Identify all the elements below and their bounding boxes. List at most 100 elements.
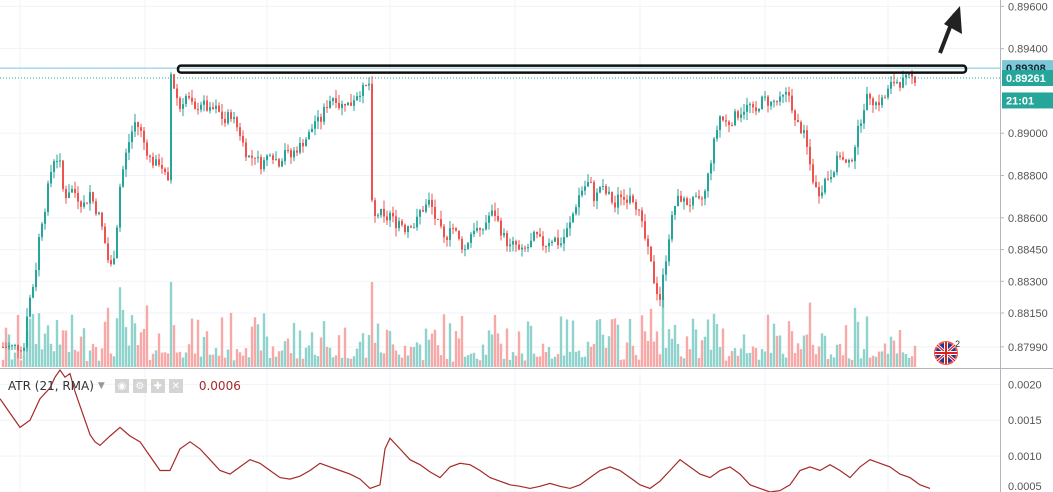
gear-icon[interactable]: ⚙ bbox=[132, 379, 147, 393]
volume-bar bbox=[793, 353, 797, 367]
volume-bar bbox=[412, 347, 416, 367]
drawing-overlay[interactable] bbox=[0, 6, 1000, 79]
candle-body bbox=[659, 294, 661, 300]
volume-bar bbox=[874, 356, 878, 367]
candle-body bbox=[893, 81, 895, 84]
volume-bar bbox=[76, 351, 80, 367]
candle-body bbox=[707, 173, 709, 192]
volume-bar bbox=[214, 347, 218, 367]
price-tick-label: 0.87990 bbox=[1008, 342, 1048, 354]
plus-icon[interactable]: ✚ bbox=[150, 379, 165, 393]
volume-bar bbox=[466, 355, 470, 367]
volume-bar bbox=[13, 352, 17, 367]
candle-body bbox=[806, 130, 808, 147]
volume-bar bbox=[79, 336, 83, 367]
volume-bar bbox=[385, 329, 389, 367]
volume-bar bbox=[868, 357, 872, 367]
volume-bar bbox=[682, 358, 686, 367]
candle-body bbox=[782, 94, 784, 97]
atr-tick-label: 0.0020 bbox=[1008, 379, 1042, 391]
volume-bar bbox=[169, 282, 173, 367]
candle-body bbox=[503, 233, 505, 236]
candle-body bbox=[146, 142, 148, 156]
candle-body bbox=[794, 110, 796, 121]
volume-bar bbox=[853, 307, 857, 367]
candle-body bbox=[356, 96, 358, 101]
candle-body bbox=[548, 242, 550, 247]
volume-bar bbox=[496, 333, 500, 367]
volume-bar bbox=[352, 356, 356, 367]
candle-body bbox=[53, 161, 55, 172]
volume-bar bbox=[88, 350, 92, 367]
volume-bar bbox=[337, 335, 341, 367]
candle-body bbox=[665, 261, 667, 275]
candle-body bbox=[830, 177, 832, 180]
volume-bar bbox=[550, 358, 554, 367]
volume-bar bbox=[463, 356, 467, 367]
volume-bar bbox=[844, 325, 848, 367]
candle-body bbox=[479, 228, 481, 230]
volume-bar bbox=[625, 342, 629, 367]
price-label-bg bbox=[1002, 70, 1053, 87]
candle-body bbox=[134, 122, 136, 132]
candle-body bbox=[668, 239, 670, 262]
volume-bar bbox=[304, 347, 308, 367]
volume-bar bbox=[556, 353, 560, 367]
candle-body bbox=[455, 228, 457, 231]
volume-bar bbox=[895, 353, 899, 367]
volume-bar bbox=[784, 357, 788, 367]
candle-body bbox=[266, 155, 268, 161]
volume-bar bbox=[541, 343, 545, 367]
volume-bar bbox=[739, 348, 743, 367]
candle-body bbox=[656, 283, 658, 295]
volume-bar bbox=[481, 344, 485, 367]
candle-body bbox=[287, 150, 289, 152]
candle-body bbox=[461, 238, 463, 250]
volume-bar bbox=[160, 352, 164, 367]
candle-body bbox=[203, 100, 205, 105]
volume-bar bbox=[22, 356, 26, 367]
volume-bar bbox=[361, 333, 365, 367]
atr-study-name[interactable]: ATR (21, RMA) bbox=[8, 379, 94, 393]
volume-bar bbox=[139, 332, 143, 367]
chevron-down-icon[interactable]: ▼ bbox=[97, 381, 105, 391]
candle-body bbox=[812, 164, 814, 183]
volume-bar bbox=[220, 317, 224, 367]
close-icon[interactable]: ✕ bbox=[168, 379, 183, 393]
candle-body bbox=[332, 98, 334, 102]
candle-body bbox=[863, 110, 865, 124]
uk-flag-icon[interactable]: 2 bbox=[932, 338, 960, 366]
candle-body bbox=[197, 108, 199, 110]
volume-bar bbox=[334, 355, 338, 367]
candle-body bbox=[446, 237, 448, 240]
candle-body bbox=[296, 150, 298, 153]
volume-bar bbox=[898, 329, 902, 367]
candle-body bbox=[638, 209, 640, 211]
candle-body bbox=[359, 95, 361, 97]
candle-body bbox=[281, 161, 283, 167]
volume-bar bbox=[145, 305, 149, 367]
candle-body bbox=[521, 247, 523, 250]
eye-icon[interactable]: ◉ bbox=[114, 379, 129, 393]
candle-body bbox=[233, 117, 235, 119]
volume-bar bbox=[862, 349, 866, 367]
candle-body bbox=[44, 212, 46, 224]
volume-bar bbox=[661, 297, 665, 367]
candle-body bbox=[92, 192, 94, 202]
candle-body bbox=[527, 247, 529, 249]
volume-bar bbox=[823, 335, 827, 367]
candle-body bbox=[182, 104, 184, 109]
volume-bar bbox=[706, 319, 710, 367]
volume-bar bbox=[331, 357, 335, 367]
candle-body bbox=[692, 196, 694, 206]
candle-body bbox=[209, 107, 211, 111]
price-axes[interactable]: 0.89600 0.89400 0.89000 0.88800 0.88600 0.884… bbox=[1000, 1, 1053, 492]
price-tick-label: 0.88450 bbox=[1008, 245, 1048, 257]
candle-body bbox=[377, 215, 379, 217]
candle-body bbox=[62, 160, 64, 190]
candle-body bbox=[839, 155, 841, 158]
volume-bar bbox=[769, 352, 773, 367]
candle-body bbox=[803, 130, 805, 134]
volume-bar bbox=[148, 359, 152, 367]
